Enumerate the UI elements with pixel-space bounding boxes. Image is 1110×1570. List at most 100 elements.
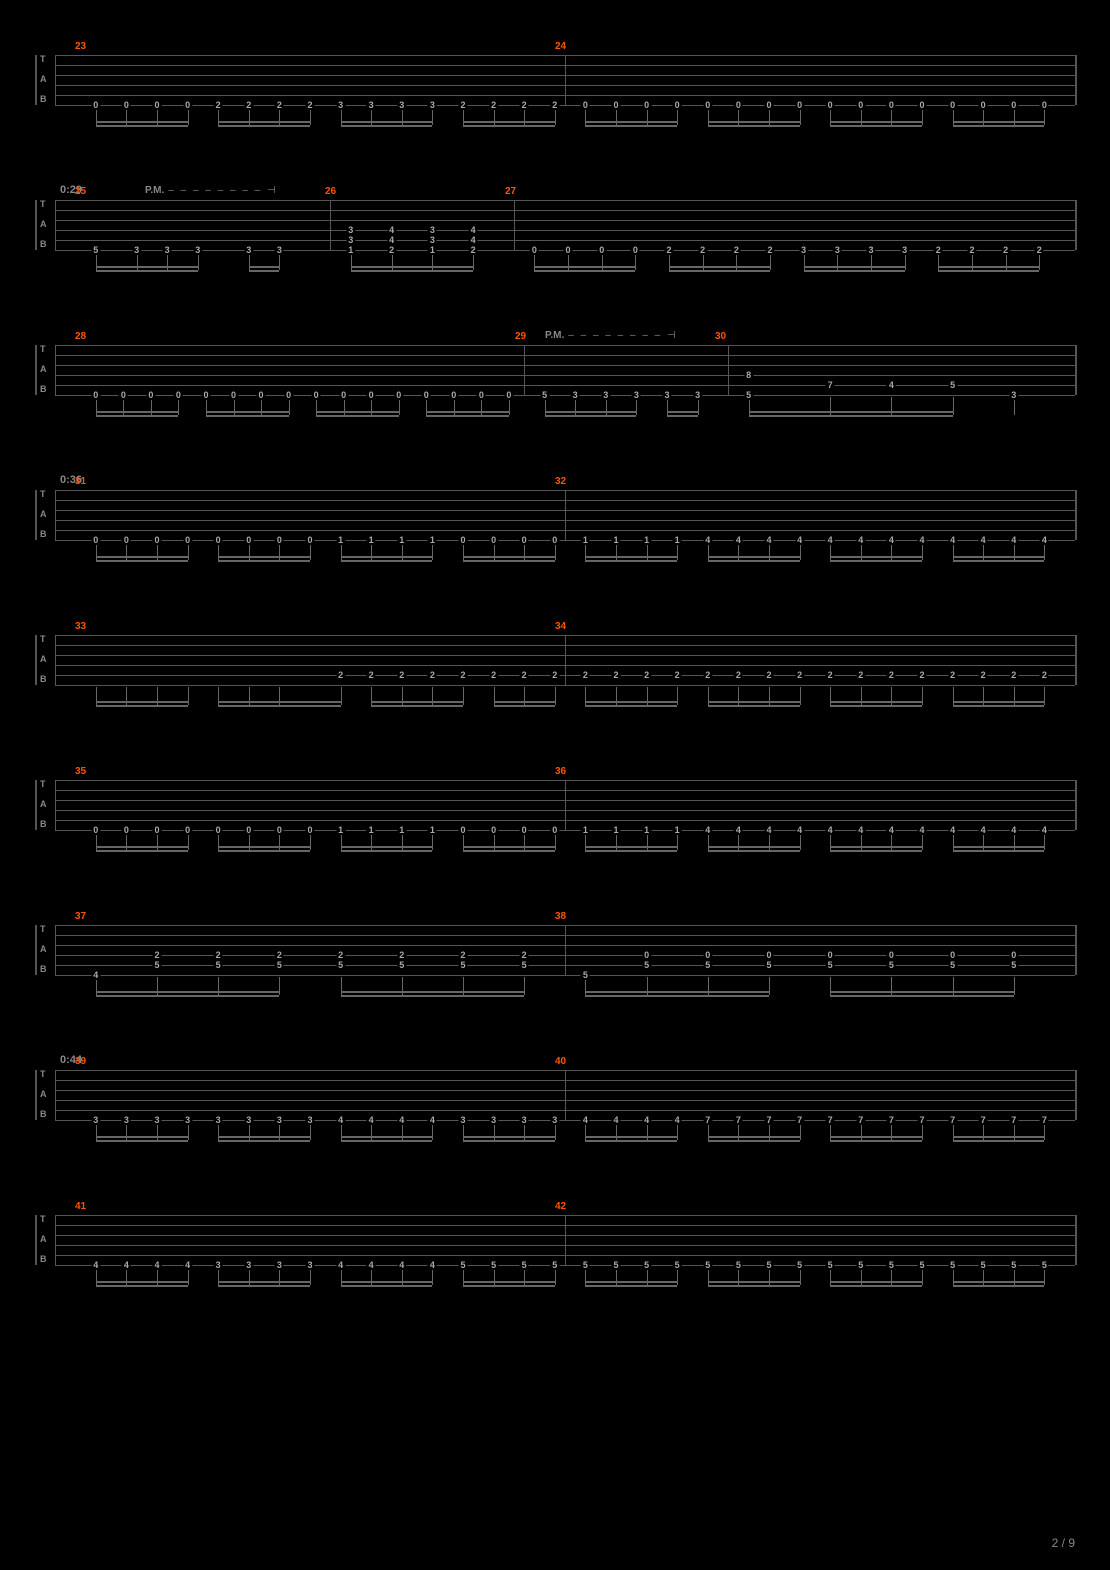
fret-number: 3 [397,100,406,110]
fret-number: 3 [275,1260,284,1270]
fret-number: 4 [581,1115,590,1125]
fret-number: 0 [458,825,467,835]
fret-number: 0 [477,390,486,400]
fret-number: 5 [1009,960,1018,970]
fret-number: 4 [795,535,804,545]
fret-number: 5 [520,960,529,970]
fret-number: 5 [887,1260,896,1270]
fret-number: 4 [764,825,773,835]
fret-number: 3 [163,245,172,255]
fret-number: 0 [183,825,192,835]
fret-number: 4 [887,535,896,545]
fret-number: 3 [346,225,355,235]
fret-number: 4 [428,1260,437,1270]
fret-number: 3 [489,1115,498,1125]
fret-number: 1 [367,535,376,545]
fret-number: 3 [799,245,808,255]
fret-number: 3 [428,235,437,245]
fret-number: 1 [581,825,590,835]
barline [524,345,525,395]
fret-number: 4 [367,1260,376,1270]
staff-row: P.M.– – – – – – – – ⊣282930TAB0000000000… [35,325,1075,430]
fret-number: 4 [122,1260,131,1270]
fret-number: 0 [642,100,651,110]
barline [514,200,515,250]
fret-number: 5 [540,390,549,400]
measure-number: 40 [555,1056,566,1067]
fret-number: 4 [367,1115,376,1125]
fret-number: 5 [611,1260,620,1270]
barline [330,200,331,250]
measure-number: 41 [75,1201,86,1212]
fret-number: 2 [642,670,651,680]
fret-number: 2 [1035,245,1044,255]
fret-number: 4 [469,235,478,245]
fret-number: 2 [732,245,741,255]
fret-number: 3 [866,245,875,255]
fret-number: 0 [703,100,712,110]
fret-number: 7 [703,1115,712,1125]
fret-number: 2 [397,670,406,680]
fret-number: 7 [826,380,835,390]
fret-number: 0 [887,100,896,110]
fret-number: 2 [967,245,976,255]
fret-number: 5 [458,1260,467,1270]
fret-number: 2 [336,670,345,680]
fret-number: 7 [826,1115,835,1125]
fret-number: 2 [428,670,437,680]
fret-number: 2 [1040,670,1049,680]
fret-number: 0 [119,390,128,400]
fret-number: 0 [305,535,314,545]
fret-number: 4 [734,535,743,545]
fret-number: 2 [469,245,478,255]
fret-number: 2 [887,670,896,680]
fret-number: 5 [826,1260,835,1270]
fret-number: 2 [275,100,284,110]
fret-number: 1 [397,825,406,835]
fret-number: 1 [397,535,406,545]
fret-number: 4 [428,1115,437,1125]
fret-number: 4 [1040,535,1049,545]
fret-number: 4 [91,1260,100,1270]
barline [565,490,566,540]
fret-number: 5 [336,960,345,970]
barline [1075,55,1077,105]
fret-number: 0 [284,390,293,400]
fret-number: 2 [489,670,498,680]
fret-number: 0 [550,535,559,545]
measure-number: 26 [325,186,336,197]
fret-number: 0 [530,245,539,255]
fret-number: 2 [611,670,620,680]
fret-number: 7 [795,1115,804,1125]
fret-number: 0 [91,390,100,400]
measure-number: 37 [75,911,86,922]
fret-number: 4 [917,825,926,835]
fret-number: 2 [766,245,775,255]
barline [1075,1070,1077,1120]
fret-number: 0 [91,825,100,835]
staff-row: 4142TAB44443333444455555555555555555555 [35,1195,1075,1300]
fret-number: 5 [581,1260,590,1270]
fret-number: 4 [856,825,865,835]
fret-number: 4 [826,825,835,835]
measure-number: 33 [75,621,86,632]
measure-number: 38 [555,911,566,922]
fret-number: 4 [183,1260,192,1270]
fret-number: 3 [275,1115,284,1125]
fret-number: 0 [152,825,161,835]
fret-number: 3 [1009,390,1018,400]
fret-number: 0 [183,100,192,110]
fret-number: 2 [458,100,467,110]
fret-number: 4 [826,535,835,545]
barline [1075,490,1077,540]
tablature-page: 2324TAB000022223333222200000000000000000… [35,35,1075,1300]
staff-canvas: 0000000000000000533333857453 [55,345,1075,430]
fret-number: 4 [336,1115,345,1125]
fret-number: 3 [183,1115,192,1125]
fret-number: 7 [948,1115,957,1125]
measure-number: 29 [515,331,526,342]
barline [1075,925,1077,975]
fret-number: 0 [244,825,253,835]
fret-number: 5 [948,1260,957,1270]
measure-number: 24 [555,41,566,52]
